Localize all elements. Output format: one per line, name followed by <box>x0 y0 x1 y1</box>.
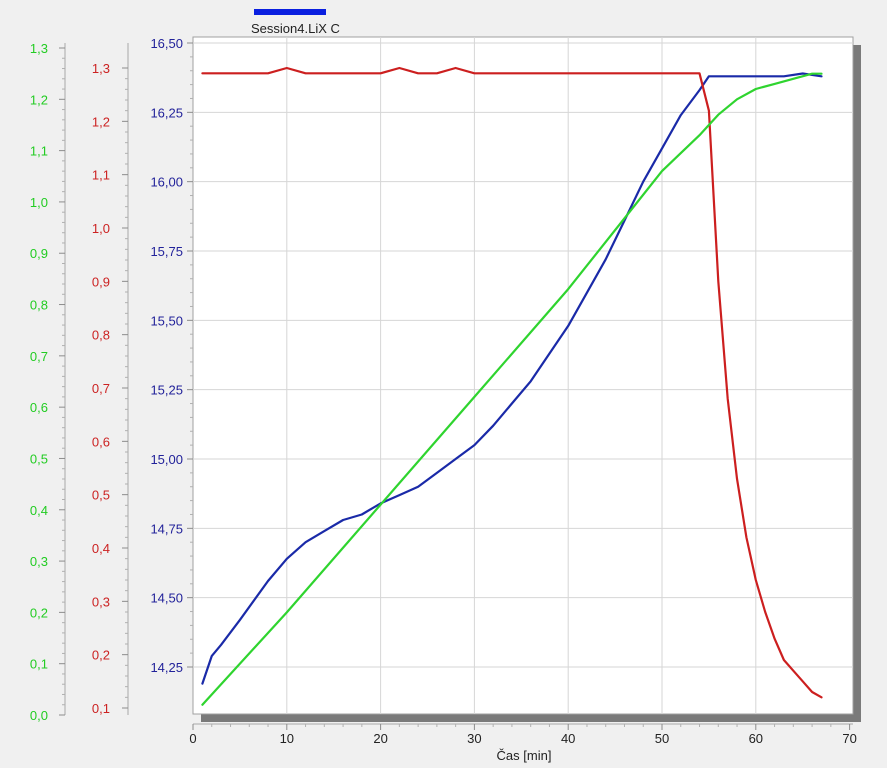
blue-y-tick-label: 14,25 <box>150 660 183 675</box>
green-y-tick-label: 1,0 <box>30 195 48 210</box>
red-y-tick-label: 0,7 <box>92 381 110 396</box>
blue-y-tick-label: 14,75 <box>150 521 183 536</box>
green-y-tick-label: 0,0 <box>30 708 48 723</box>
series-layer <box>201 66 823 706</box>
green-y-tick-label: 0,8 <box>30 298 48 313</box>
x-tick-label: 60 <box>749 731 763 746</box>
x-axis: 0 10 20 30 40 50 60 70 <box>189 724 857 746</box>
x-tick-label: 0 <box>189 731 196 746</box>
green-series-line <box>201 72 823 706</box>
blue-y-tick-label: 16,00 <box>150 175 183 190</box>
x-axis-label: Čas [min] <box>497 748 552 763</box>
red-y-tick-label: 1,0 <box>92 221 110 236</box>
blue-y-tick-label: 15,50 <box>150 313 183 328</box>
green-y-axis: 0,0 0,1 0,2 0,3 0,4 0,5 0,6 0,7 0,8 0,9 1,0 1,1 1,2 1… <box>30 41 65 723</box>
blue-y-tick-label: 14,50 <box>150 591 183 606</box>
x-tick-label: 10 <box>280 731 294 746</box>
green-y-tick-label: 0,4 <box>30 503 48 518</box>
red-series-line <box>201 66 823 699</box>
x-tick-label: 70 <box>842 731 856 746</box>
plot-area <box>192 36 854 715</box>
green-y-tick-label: 0,6 <box>30 400 48 415</box>
green-y-tick-label: 0,5 <box>30 451 48 466</box>
green-y-tick-label: 0,2 <box>30 605 48 620</box>
blue-series-line <box>201 72 823 685</box>
red-y-tick-label: 1,1 <box>92 168 110 183</box>
blue-y-axis: 14,25 14,50 14,75 15,00 15,25 15,50 15,75 16,00… <box>150 36 193 675</box>
red-y-tick-label: 0,9 <box>92 274 110 289</box>
red-y-tick-label: 0,2 <box>92 648 110 663</box>
green-y-tick-label: 0,3 <box>30 554 48 569</box>
green-y-tick-label: 0,1 <box>30 657 48 672</box>
red-y-tick-label: 0,8 <box>92 328 110 343</box>
red-y-tick-label: 1,2 <box>92 114 110 129</box>
x-tick-label: 20 <box>373 731 387 746</box>
green-y-tick-label: 0,9 <box>30 246 48 261</box>
legend-label: Session4.LiX C <box>251 21 340 36</box>
blue-y-tick-label: 16,25 <box>150 105 183 120</box>
red-y-tick-label: 1,3 <box>92 61 110 76</box>
red-y-tick-label: 0,3 <box>92 594 110 609</box>
green-y-tick-label: 1,1 <box>30 144 48 159</box>
blue-y-tick-label: 15,25 <box>150 383 183 398</box>
x-tick-label: 40 <box>561 731 575 746</box>
red-y-tick-label: 0,4 <box>92 541 110 556</box>
green-y-tick-label: 1,3 <box>30 41 48 56</box>
x-tick-label: 50 <box>655 731 669 746</box>
red-y-tick-label: 0,1 <box>92 701 110 716</box>
green-y-tick-label: 1,2 <box>30 92 48 107</box>
blue-y-tick-label: 15,75 <box>150 244 183 259</box>
legend-swatch <box>254 9 326 15</box>
x-tick-label: 30 <box>467 731 481 746</box>
red-y-axis: 0,1 0,2 0,3 0,4 0,5 0,6 0,7 0,8 0,9 1,0 1,1 1,2 1,3 <box>92 61 128 716</box>
blue-y-tick-label: 16,50 <box>150 36 183 51</box>
blue-y-tick-label: 15,00 <box>150 452 183 467</box>
green-y-tick-label: 0,7 <box>30 349 48 364</box>
red-y-tick-label: 0,6 <box>92 434 110 449</box>
red-y-tick-label: 0,5 <box>92 488 110 503</box>
